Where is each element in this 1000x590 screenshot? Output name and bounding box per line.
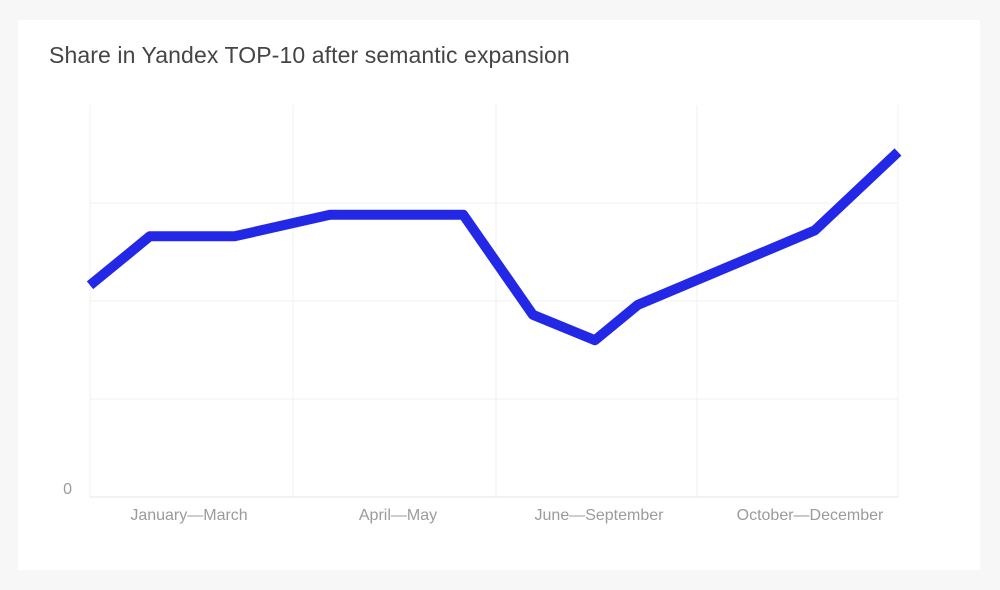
x-axis-label-june-september: June—September bbox=[534, 507, 664, 524]
x-axis-label-january-march: January—March bbox=[130, 507, 248, 524]
x-axis-label-april-may: April—May bbox=[358, 507, 438, 524]
line-chart-plot-area bbox=[86, 105, 902, 498]
chart-card: Share in Yandex TOP-10 after semantic ex… bbox=[18, 20, 980, 570]
x-axis-label-october-december: October—December bbox=[736, 507, 884, 524]
series-line-share-in-yandex-top10 bbox=[86, 148, 902, 346]
y-axis-tick-zero: 0 bbox=[63, 481, 72, 498]
chart-title: Share in Yandex TOP-10 after semantic ex… bbox=[49, 42, 570, 68]
